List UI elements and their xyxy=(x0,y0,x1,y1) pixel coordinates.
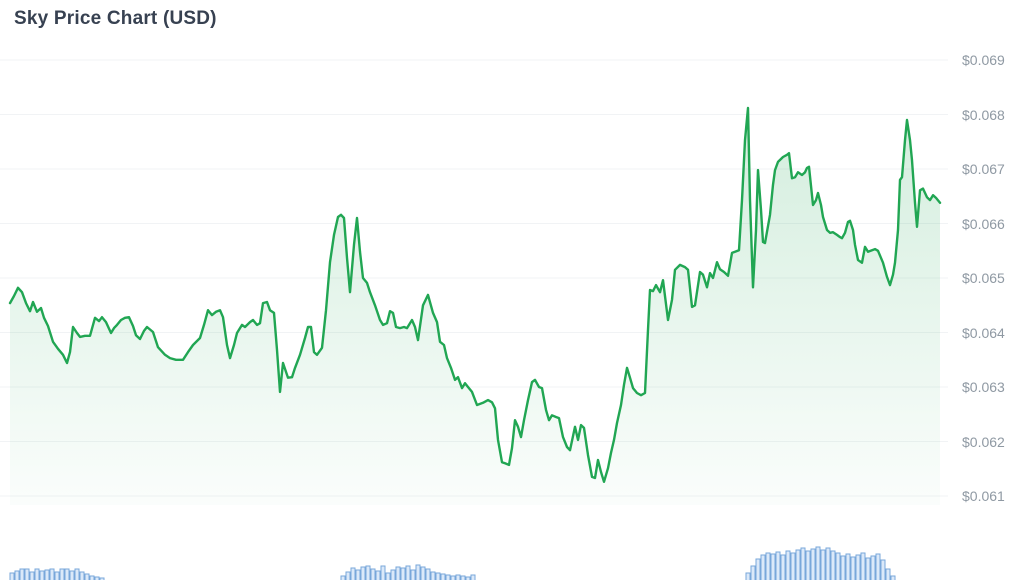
volume-bar xyxy=(9,572,15,580)
volume-bar xyxy=(765,552,771,580)
volume-bar xyxy=(805,550,811,580)
volume-bar xyxy=(405,565,411,580)
volume-bar xyxy=(455,574,461,580)
volume-bar xyxy=(350,567,356,580)
volume-bar xyxy=(430,571,436,580)
volume-bar xyxy=(54,571,60,580)
volume-bar xyxy=(44,569,50,580)
volume-bar xyxy=(355,569,361,580)
volume-bar xyxy=(380,565,386,580)
volume-bar xyxy=(84,573,90,580)
volume-bar xyxy=(29,571,35,580)
volume-bar xyxy=(445,574,451,580)
volume-bar xyxy=(340,575,346,580)
volume-bar xyxy=(24,568,30,580)
volume-bar xyxy=(89,575,95,580)
volume-bar xyxy=(745,572,751,580)
volume-bar xyxy=(390,569,396,580)
volume-bar xyxy=(79,571,85,580)
volume-bar xyxy=(855,554,861,580)
volume-bar xyxy=(410,569,416,580)
volume-bar xyxy=(875,553,881,580)
volume-bar xyxy=(780,554,786,580)
volume-bar xyxy=(840,555,846,580)
chart-title: Sky Price Chart (USD) xyxy=(14,8,217,29)
volume-bar xyxy=(770,553,776,580)
volume-bar xyxy=(755,558,761,580)
volume-bar xyxy=(99,577,105,580)
volume-bar xyxy=(420,566,426,580)
volume-bar xyxy=(790,552,796,580)
volume-bar xyxy=(69,570,75,580)
volume-bar xyxy=(820,549,826,580)
volume-bar xyxy=(865,557,871,580)
volume-bar xyxy=(64,568,70,580)
volume-bar xyxy=(34,568,40,580)
volume-bar xyxy=(815,546,821,580)
volume-bar xyxy=(385,572,391,580)
volume-bar xyxy=(810,548,816,580)
volume-bar xyxy=(880,559,886,580)
volume-bar xyxy=(49,568,55,580)
volume-bar xyxy=(74,568,80,580)
volume-bar xyxy=(890,575,896,580)
volume-bar xyxy=(870,555,876,580)
volume-bar xyxy=(450,575,456,580)
volume-bar xyxy=(59,568,65,580)
volume-bar xyxy=(795,549,801,580)
volume-bar xyxy=(775,551,781,580)
volume-bar xyxy=(470,574,476,580)
volume-bar xyxy=(800,547,806,580)
volume-bar xyxy=(415,564,421,580)
volume-bar xyxy=(375,570,381,580)
volume-bar xyxy=(850,556,856,580)
volume-bar xyxy=(830,550,836,580)
volume-bar xyxy=(365,565,371,580)
volume-bar xyxy=(400,567,406,580)
volume-bar xyxy=(370,568,376,580)
volume-bar xyxy=(825,547,831,580)
volume-bar xyxy=(860,552,866,580)
volume-bar xyxy=(19,568,25,580)
volume-bar xyxy=(885,568,891,580)
price-line xyxy=(8,106,942,483)
volume-bar xyxy=(460,575,466,580)
volume-bar xyxy=(94,576,100,580)
volume-bar xyxy=(360,566,366,580)
volume-bar xyxy=(785,550,791,580)
volume-bar xyxy=(750,565,756,580)
volume-bar xyxy=(845,553,851,580)
volume-bar xyxy=(440,573,446,580)
price-area-fill xyxy=(10,108,940,505)
volume-bar xyxy=(39,570,45,580)
volume-bar xyxy=(835,552,841,580)
volume-bar xyxy=(425,568,431,580)
volume-bar xyxy=(345,571,351,580)
volume-bar xyxy=(760,554,766,580)
volume-bar xyxy=(14,570,20,580)
volume-bar xyxy=(435,572,441,580)
volume-bar xyxy=(465,576,471,580)
volume-bar xyxy=(395,566,401,580)
